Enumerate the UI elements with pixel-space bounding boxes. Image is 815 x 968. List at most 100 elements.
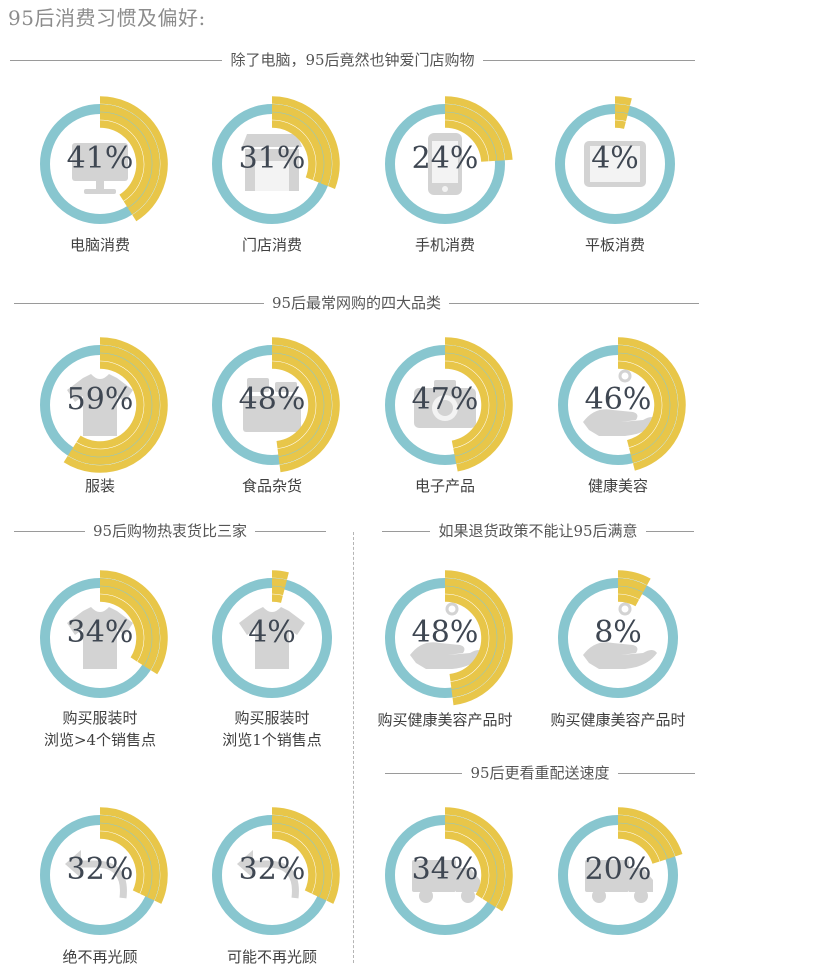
section-heading-s2: 95后最常网购的四大品类 xyxy=(14,292,699,314)
shirt-icon xyxy=(67,607,133,669)
percent-value: 46% xyxy=(584,382,652,417)
section-title: 如果退货政策不能让95后满意 xyxy=(430,522,646,540)
donut-beauty-one: 8% xyxy=(543,563,693,713)
value-arc xyxy=(617,570,651,607)
donut-maybe-return: 32% xyxy=(197,800,347,950)
section-heading-s4: 如果退货政策不能让95后满意 xyxy=(382,520,694,542)
column-divider xyxy=(353,532,354,963)
percent-value: 48% xyxy=(411,615,479,650)
donut-label-line: 健康美容 xyxy=(587,477,648,495)
donut-clothing-one: 4% xyxy=(197,563,347,713)
truck-icon xyxy=(585,860,653,903)
section-heading-s1: 除了电脑，95后竟然也钟爱门店购物 xyxy=(10,49,695,71)
donut-clothing: 59% xyxy=(25,330,175,480)
donut-beauty: 46% xyxy=(543,330,693,480)
donut-label-line: 电子产品 xyxy=(414,477,475,495)
donut-label: 购买健康美容产品时 xyxy=(528,709,708,731)
return-icon xyxy=(237,850,299,899)
hand-icon xyxy=(410,602,484,669)
donut-label: 电脑消费 xyxy=(10,234,190,256)
donut-label-line: 购买健康美容产品时 xyxy=(377,711,513,729)
donut-tablet: 4% xyxy=(540,89,690,239)
hand-icon xyxy=(583,369,657,436)
donut-label-line: 购买健康美容产品时 xyxy=(550,711,686,729)
grocery-icon xyxy=(243,378,301,432)
donut-store: 31% xyxy=(197,89,347,239)
donut-label: 健康美容 xyxy=(528,475,708,497)
percent-value: 41% xyxy=(66,141,134,176)
section-title: 除了电脑，95后竟然也钟爱门店购物 xyxy=(222,51,483,69)
value-arc xyxy=(614,96,632,129)
donut-delivery-a: 34% xyxy=(370,800,520,950)
donut-label: 食品杂货 xyxy=(182,475,362,497)
donut-grocery: 48% xyxy=(197,330,347,480)
donut-label: 可能不再光顾 xyxy=(182,946,362,968)
value-arc xyxy=(444,807,513,912)
donut-label-line: 可能不再光顾 xyxy=(226,948,317,966)
value-arc xyxy=(271,96,340,189)
computer-icon xyxy=(72,143,128,194)
donut-electronics: 47% xyxy=(370,330,520,480)
value-arc xyxy=(271,570,289,603)
donut-phone: 24% xyxy=(370,89,520,239)
percent-value: 48% xyxy=(238,382,306,417)
store-icon xyxy=(242,134,302,191)
value-arc xyxy=(99,96,168,222)
donut-label: 绝不再光顾 xyxy=(10,946,190,968)
value-arc xyxy=(617,337,686,471)
value-arc xyxy=(271,337,340,473)
shirt-icon xyxy=(239,607,305,669)
donut-label-line: 食品杂货 xyxy=(241,477,302,495)
truck-icon xyxy=(412,860,480,903)
value-arc xyxy=(444,570,513,706)
percent-value: 8% xyxy=(594,615,642,650)
percent-value: 4% xyxy=(248,615,296,650)
donut-label: 购买健康美容产品时 xyxy=(355,709,535,731)
value-arc xyxy=(99,570,168,675)
donut-label: 门店消费 xyxy=(182,234,362,256)
donut-delivery-b: 20% xyxy=(543,800,693,950)
value-arc xyxy=(444,96,513,162)
donut-label-line: 浏览1个销售点 xyxy=(222,731,322,749)
donut-label-line: 购买服装时 xyxy=(62,709,138,727)
donut-label-line: 浏览>4个销售点 xyxy=(43,731,157,749)
value-arc xyxy=(99,807,168,904)
shirt-icon xyxy=(67,374,133,436)
percent-value: 32% xyxy=(238,852,306,887)
percent-value: 47% xyxy=(411,382,479,417)
donut-label: 平板消费 xyxy=(525,234,705,256)
donut-label-line: 电脑消费 xyxy=(69,236,130,254)
section-title: 95后更看重配送速度 xyxy=(462,764,618,782)
percent-value: 20% xyxy=(584,852,652,887)
page-title: 95后消费习惯及偏好: xyxy=(8,6,206,30)
tablet-icon xyxy=(584,141,646,187)
donut-label-line: 购买服装时 xyxy=(234,709,310,727)
donut-label-line: 绝不再光顾 xyxy=(62,948,138,966)
donut-label: 手机消费 xyxy=(355,234,535,256)
donut-label: 购买服装时浏览1个销售点 xyxy=(182,707,362,751)
percent-value: 59% xyxy=(66,382,134,417)
return-icon xyxy=(65,850,127,899)
donut-computer: 41% xyxy=(25,89,175,239)
value-arc xyxy=(444,337,513,472)
value-arc xyxy=(271,807,340,904)
phone-icon xyxy=(428,133,462,195)
value-arc xyxy=(63,337,168,473)
section-title: 95后最常网购的四大品类 xyxy=(263,294,450,312)
donut-label-line: 平板消费 xyxy=(584,236,645,254)
percent-value: 31% xyxy=(238,141,306,176)
donut-label: 电子产品 xyxy=(355,475,535,497)
section-heading-s5: 95后更看重配送速度 xyxy=(385,762,695,784)
donut-label: 购买服装时浏览>4个销售点 xyxy=(10,707,190,751)
donut-label: 服装 xyxy=(10,475,190,497)
percent-value: 24% xyxy=(411,141,479,176)
percent-value: 34% xyxy=(66,615,134,650)
donut-label-line: 门店消费 xyxy=(241,236,302,254)
donut-clothing-many: 34% xyxy=(25,563,175,713)
donut-label-line: 服装 xyxy=(84,477,115,495)
percent-value: 4% xyxy=(591,141,639,176)
donut-never-return: 32% xyxy=(25,800,175,950)
section-heading-s3: 95后购物热衷货比三家 xyxy=(14,520,326,542)
value-arc xyxy=(617,807,683,864)
donut-label-line: 手机消费 xyxy=(414,236,475,254)
